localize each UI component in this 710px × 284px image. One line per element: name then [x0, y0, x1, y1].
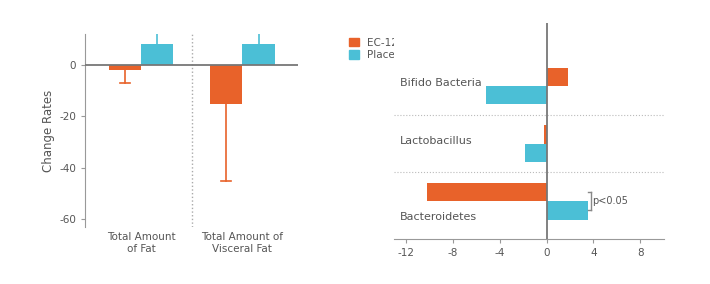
Text: Total Amount of
Visceral Fat: Total Amount of Visceral Fat: [202, 232, 283, 254]
Legend: EC-12, Placebo: EC-12, Placebo: [346, 36, 410, 62]
Bar: [547, 68, 568, 86]
Bar: [242, 44, 275, 65]
Bar: [427, 183, 547, 201]
Bar: [525, 144, 547, 162]
Bar: [486, 86, 547, 105]
Bar: [109, 65, 141, 70]
Bar: [547, 201, 588, 220]
Bar: [210, 65, 242, 104]
Text: Lactobacillus: Lactobacillus: [400, 136, 473, 146]
Text: Bifido Bacteria: Bifido Bacteria: [400, 78, 481, 88]
Text: p<0.05: p<0.05: [592, 196, 628, 206]
Bar: [544, 125, 547, 144]
Bar: [141, 44, 173, 65]
Y-axis label: Change Rates: Change Rates: [42, 89, 55, 172]
Text: Total Amount
of Fat: Total Amount of Fat: [106, 232, 175, 254]
Text: Bacteroidetes: Bacteroidetes: [400, 212, 477, 222]
